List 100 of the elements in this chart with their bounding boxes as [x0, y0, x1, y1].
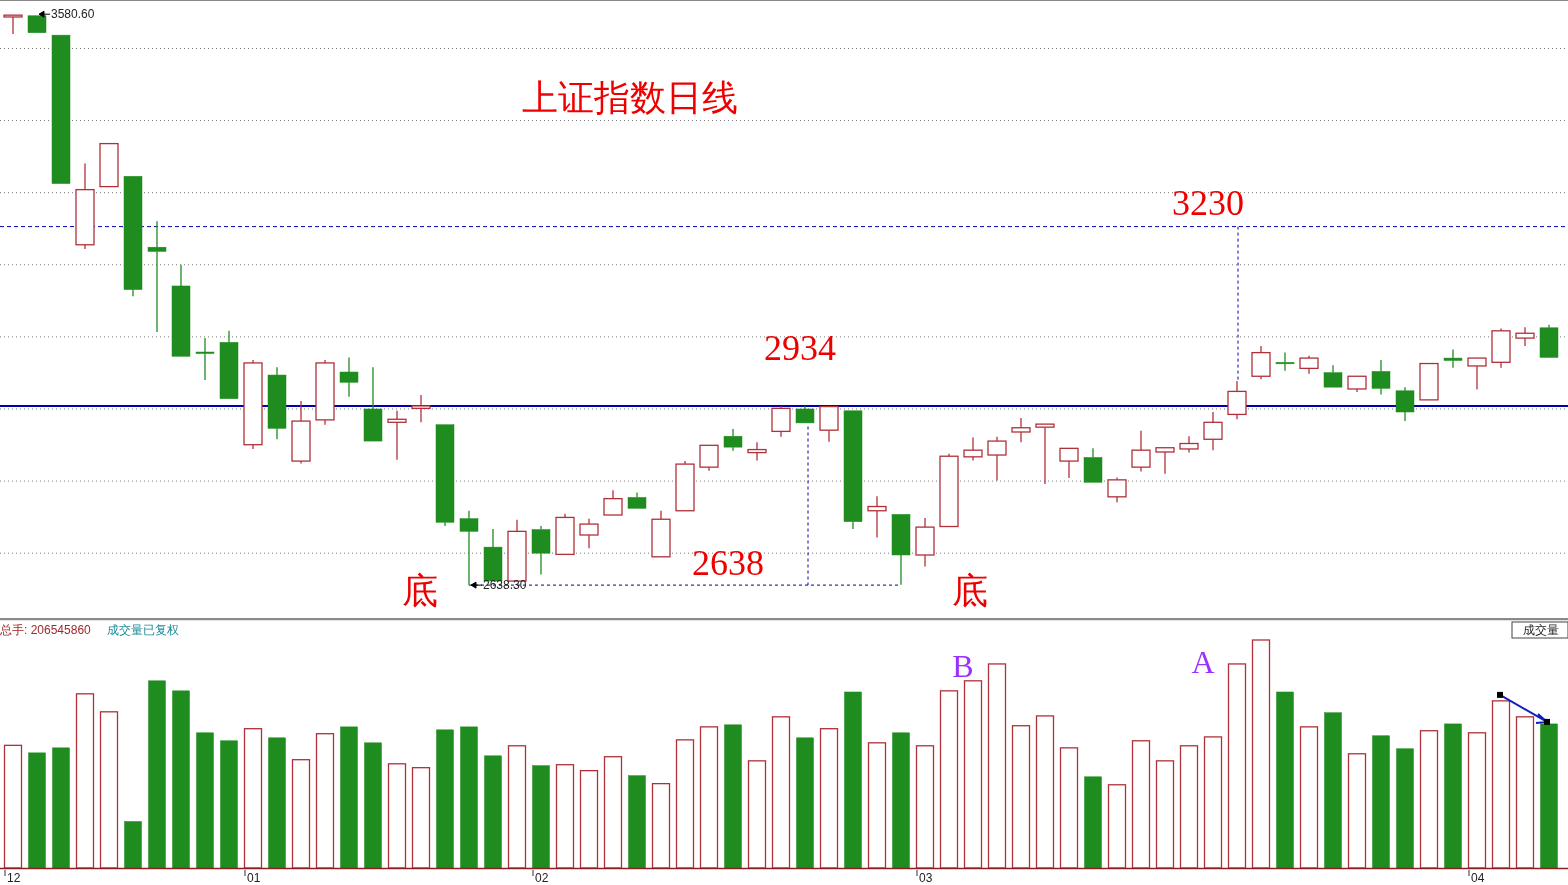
candlestick	[1107, 476, 1127, 503]
candlestick	[1515, 326, 1535, 347]
text: 总手: 206545860	[0, 623, 92, 637]
bar	[1203, 736, 1223, 869]
candlestick	[1371, 359, 1391, 396]
bar	[771, 716, 791, 869]
annotation: 2638	[692, 543, 764, 583]
candlestick	[579, 517, 599, 549]
candlestick	[1347, 375, 1367, 393]
candlestick	[795, 405, 815, 424]
bar	[892, 732, 910, 869]
bar	[532, 765, 550, 869]
candlestick	[243, 359, 263, 450]
bar	[220, 740, 238, 869]
candlestick	[1227, 380, 1247, 420]
bar	[1131, 740, 1151, 869]
annotation: 3580.60	[51, 7, 95, 22]
bar	[796, 737, 814, 869]
candlestick	[291, 400, 311, 465]
x-tick-label: 04	[1471, 871, 1485, 885]
candlestick	[195, 337, 215, 381]
bar	[1491, 700, 1511, 869]
candlestick	[675, 460, 695, 512]
bar	[1084, 776, 1102, 869]
candlestick	[867, 495, 887, 539]
bar	[1324, 712, 1342, 869]
candlestick	[411, 394, 431, 423]
candlestick	[603, 489, 623, 516]
annotation: 底	[952, 571, 988, 611]
bar	[555, 764, 575, 869]
bar	[364, 742, 382, 869]
bar	[1107, 784, 1127, 869]
bar	[28, 752, 46, 869]
bar	[411, 767, 431, 869]
candlestick	[1011, 417, 1031, 443]
bar	[243, 728, 263, 869]
candlestick	[1275, 351, 1295, 372]
annotation: B	[952, 648, 974, 684]
bar	[1372, 735, 1390, 869]
candlestick	[435, 424, 455, 527]
bar	[1179, 745, 1199, 869]
candlestick	[1059, 447, 1079, 479]
candlestick	[819, 405, 839, 443]
candlestick	[963, 436, 983, 462]
candlestick	[75, 162, 95, 250]
candlestick	[123, 176, 143, 297]
candlestick	[891, 514, 911, 586]
candlestick	[1323, 364, 1343, 388]
x-tick-label: 12	[7, 871, 21, 885]
bar	[939, 690, 959, 869]
bar	[579, 769, 599, 869]
candlestick	[1251, 345, 1271, 380]
bar	[1011, 725, 1031, 869]
candlestick	[1155, 447, 1175, 475]
candlestick	[555, 513, 575, 556]
bar	[1299, 726, 1319, 869]
bar	[196, 732, 214, 869]
candlestick	[219, 330, 239, 399]
candlestick	[843, 410, 863, 530]
candlestick	[1179, 435, 1199, 454]
bar	[1540, 723, 1558, 869]
candlestick	[1419, 362, 1439, 401]
candlestick	[315, 359, 335, 426]
bar	[484, 755, 502, 869]
candlestick	[1395, 386, 1415, 422]
candlestick	[1443, 348, 1463, 369]
bar	[172, 690, 190, 869]
bar	[436, 729, 454, 869]
bar	[1276, 691, 1294, 869]
bar	[915, 745, 935, 869]
candlestick	[1539, 324, 1559, 358]
candlestick	[1035, 423, 1055, 485]
candlestick	[147, 220, 167, 333]
annotation: 2638.30	[483, 578, 527, 593]
bar	[628, 775, 646, 869]
annotation: A	[1191, 644, 1215, 680]
bar	[148, 680, 166, 869]
x-tick-label: 02	[535, 871, 549, 885]
text: 上证指数日线	[522, 78, 738, 118]
candlestick	[531, 525, 551, 576]
candlestick	[3, 14, 23, 35]
bar	[1347, 753, 1367, 869]
bar	[1251, 639, 1271, 869]
bar	[1035, 715, 1055, 869]
bar	[819, 728, 839, 869]
candlestick	[27, 15, 47, 33]
bar	[724, 724, 742, 869]
candlestick	[771, 405, 791, 438]
bar	[460, 726, 478, 869]
candlestick	[651, 510, 671, 558]
candlestick	[387, 410, 407, 461]
candlestick	[339, 356, 359, 398]
candlestick	[1203, 411, 1223, 451]
ref-line-label: 3230	[1172, 182, 1244, 223]
bar	[315, 733, 335, 869]
candlestick	[1491, 327, 1511, 369]
candlestick	[363, 366, 383, 442]
candlestick	[507, 519, 527, 582]
candlestick	[1467, 357, 1487, 391]
bar	[1227, 663, 1247, 869]
